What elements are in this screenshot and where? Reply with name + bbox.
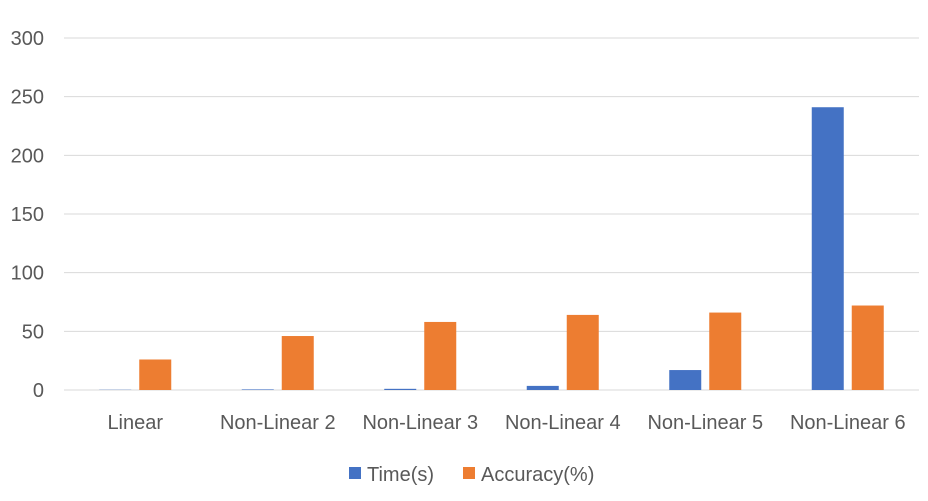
y-tick-label: 250 <box>11 87 44 109</box>
x-tick-label: Non-Linear 3 <box>362 412 478 434</box>
bar-accuracy-0 <box>139 359 172 390</box>
x-tick-label: Non-Linear 4 <box>505 412 621 434</box>
legend-label-0: Time(s) <box>367 464 434 486</box>
legend-swatch-0 <box>349 467 361 479</box>
y-axis-tick-labels: 0 50 100 150 200 250 300 <box>11 28 44 402</box>
bar-accuracy-5 <box>851 305 884 390</box>
x-tick-label: Non-Linear 5 <box>647 412 763 434</box>
bar-time-s-2 <box>384 388 417 390</box>
bar-time-s-3 <box>526 385 559 390</box>
bar-accuracy-3 <box>566 314 599 390</box>
x-tick-label: Non-Linear 6 <box>790 412 906 434</box>
bar-accuracy-1 <box>281 336 314 390</box>
y-tick-label: 300 <box>11 28 44 50</box>
bar-accuracy-2 <box>424 321 457 390</box>
x-tick-label: Non-Linear 2 <box>220 412 336 434</box>
y-tick-label: 150 <box>11 204 44 226</box>
legend-label-1: Accuracy(%) <box>481 464 594 486</box>
x-axis-tick-labels: Linear Non-Linear 2 Non-Linear 3 Non-Linear… <box>107 412 905 434</box>
bar-accuracy-4 <box>709 312 742 390</box>
bar-time-s-1 <box>241 389 274 390</box>
y-tick-label: 0 <box>33 380 44 402</box>
bar-time-s-4 <box>669 370 702 390</box>
y-tick-label: 100 <box>11 263 44 285</box>
y-tick-label: 200 <box>11 145 44 167</box>
y-tick-label: 50 <box>22 321 44 343</box>
bar-time-s-5 <box>811 107 844 390</box>
gridlines <box>64 37 919 391</box>
legend: Time(s) Accuracy(%) <box>349 464 594 486</box>
legend-swatch-1 <box>463 467 475 479</box>
x-tick-label: Linear <box>107 412 163 434</box>
bars <box>99 107 884 390</box>
